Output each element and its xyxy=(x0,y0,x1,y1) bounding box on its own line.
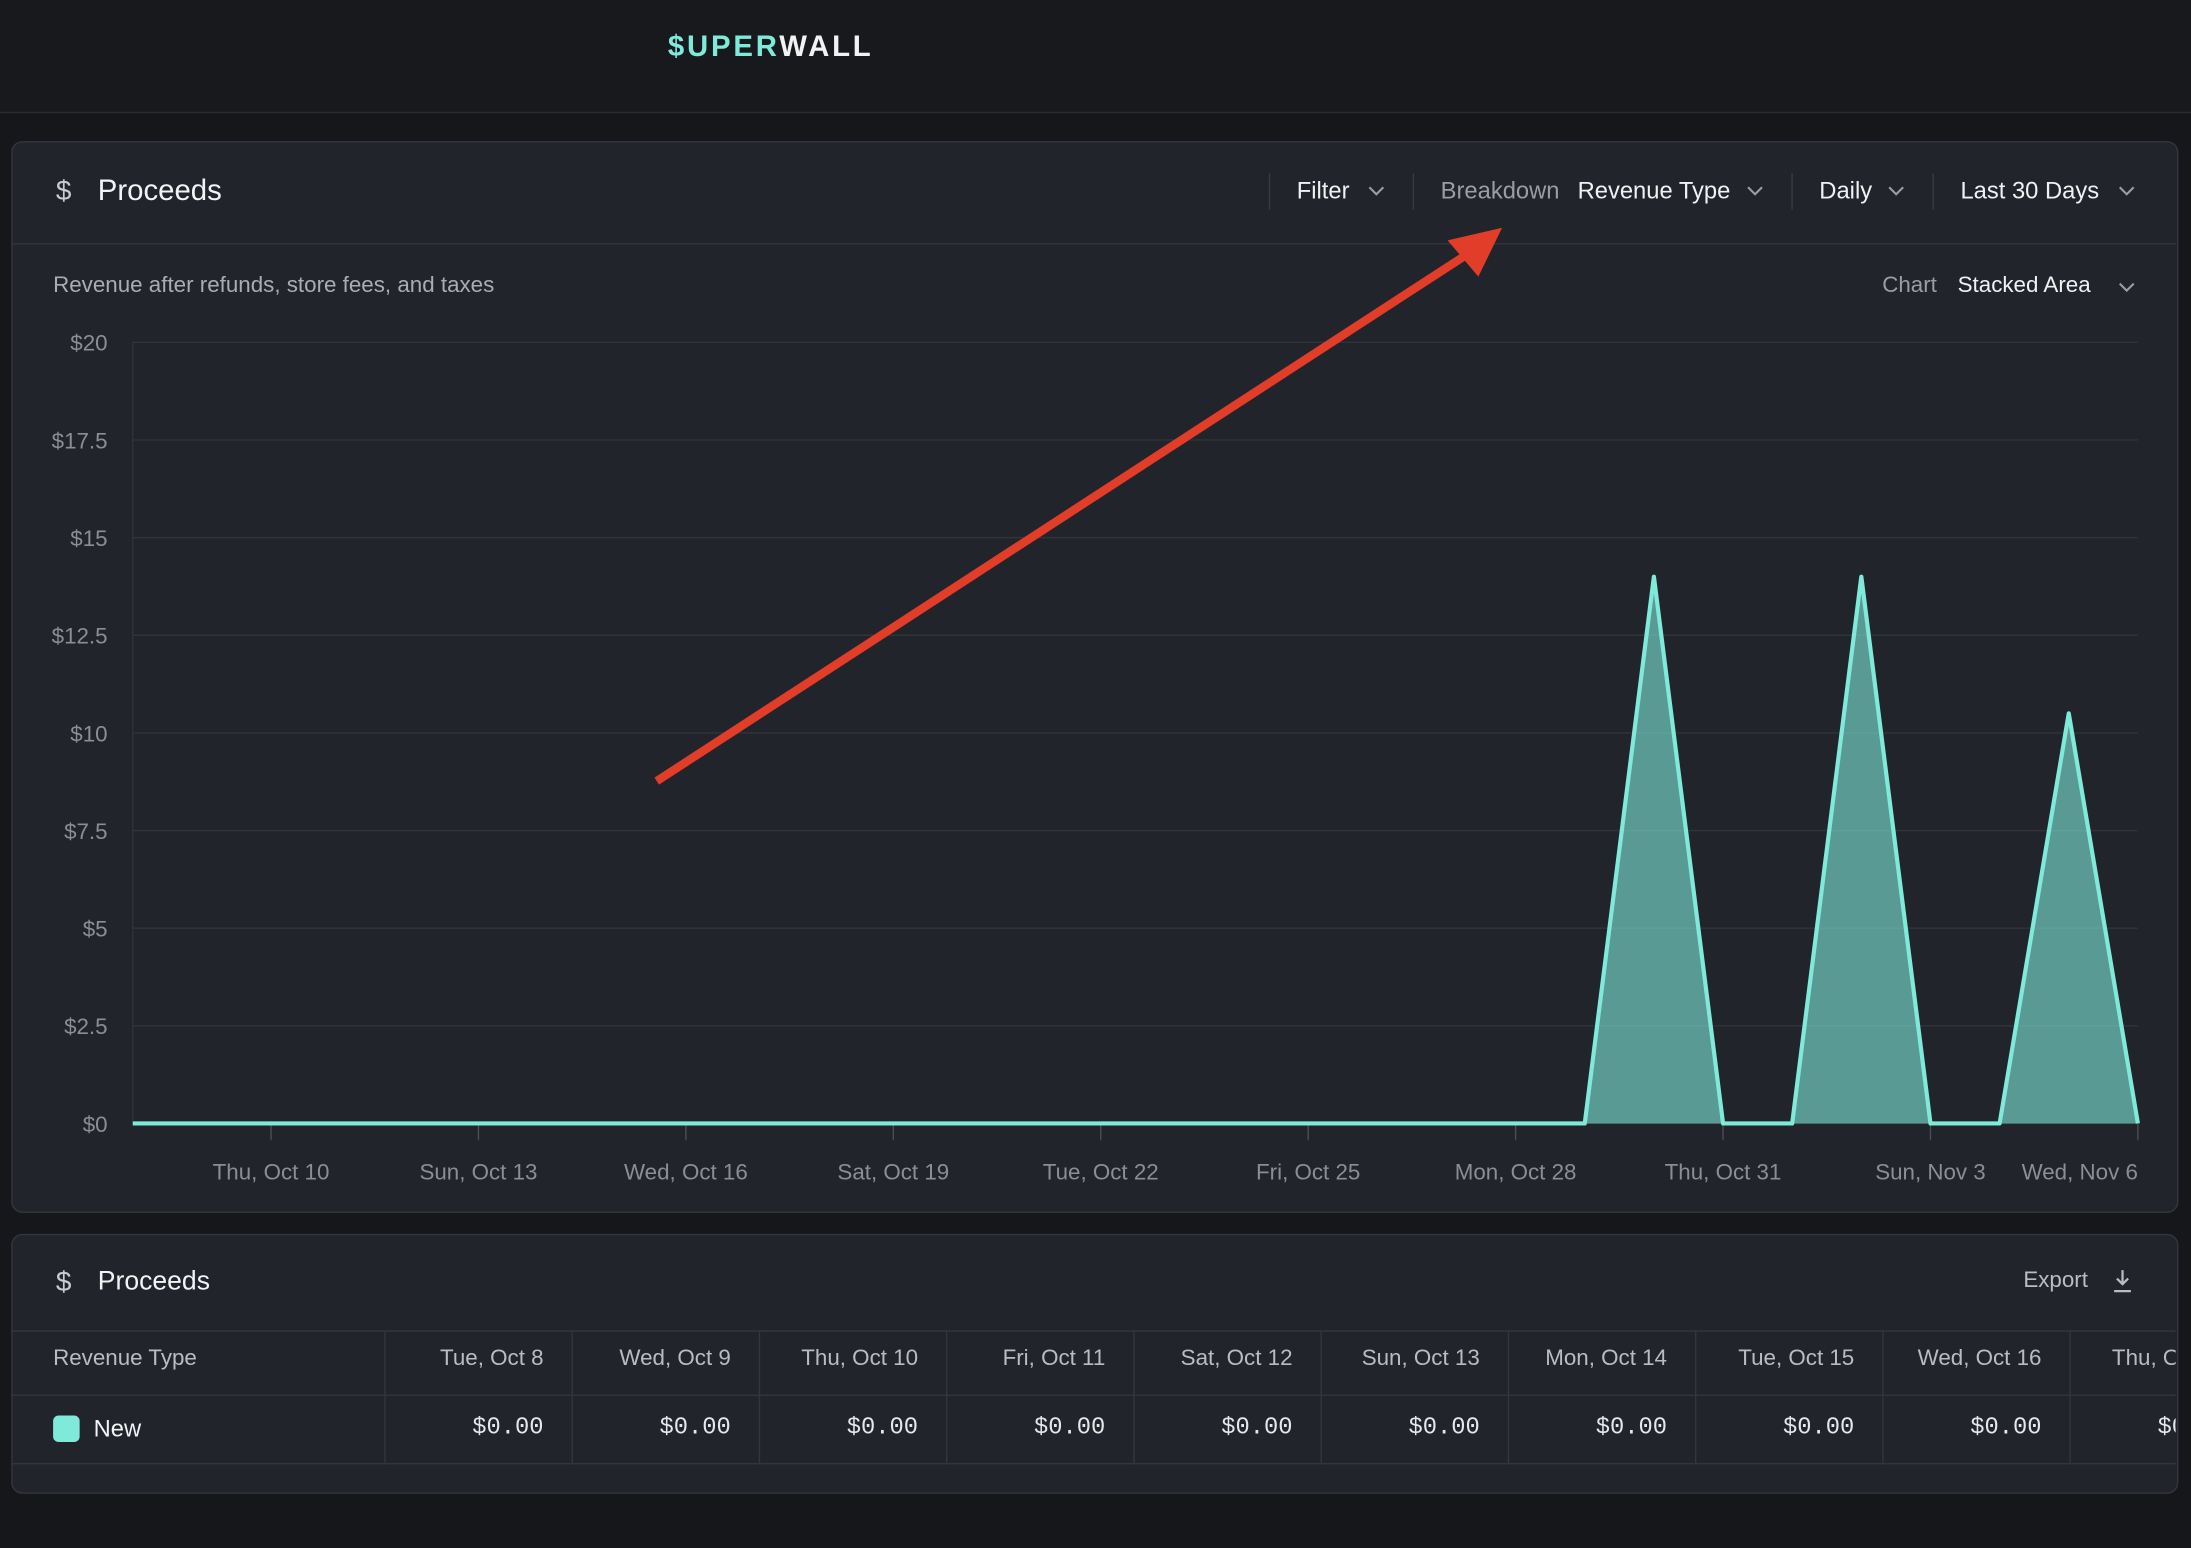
column-border xyxy=(1133,1330,1135,1465)
separator xyxy=(1932,173,1934,210)
column-header: Tue, Oct 15 xyxy=(1738,1347,1855,1371)
row-line xyxy=(12,1462,2176,1465)
column-header: Sun, Oct 13 xyxy=(1361,1347,1480,1371)
column-border xyxy=(945,1330,948,1465)
separator xyxy=(1268,173,1271,210)
breakdown-dropdown[interactable]: Revenue Type xyxy=(1577,177,1731,205)
column-border xyxy=(384,1330,386,1465)
x-tick-label: Thu, Oct 10 xyxy=(213,1159,330,1184)
table-header: Revenue Type xyxy=(53,1347,197,1371)
logo-rest: WALL xyxy=(779,30,874,63)
x-tick-label: Sun, Oct 13 xyxy=(419,1159,537,1184)
top-bar xyxy=(0,0,2191,114)
filter-button[interactable]: Filter xyxy=(1296,177,1350,205)
x-tick-label: Wed, Nov 6 xyxy=(2022,1159,2138,1184)
chevron xyxy=(1888,186,1904,196)
column-border xyxy=(1694,1330,1697,1465)
panel-icon: $ xyxy=(55,176,72,207)
breakdown-label: Breakdown xyxy=(1440,177,1560,205)
table-icon: $ xyxy=(55,1267,72,1299)
y-tick-label: $15 xyxy=(70,526,107,551)
y-tick-label: $0 xyxy=(83,1112,108,1137)
row-line xyxy=(12,1394,2176,1396)
column-header: Fri, Oct 11 xyxy=(1002,1347,1106,1371)
column-border xyxy=(1882,1330,1884,1465)
export-button[interactable]: Export xyxy=(2023,1268,2088,1293)
column-header: Sat, Oct 12 xyxy=(1180,1347,1293,1371)
y-tick-label: $10 xyxy=(70,721,107,746)
y-tick-label: $20 xyxy=(70,331,107,356)
table-panel xyxy=(11,1233,2179,1494)
column-header: Thu, Oct 17 xyxy=(2111,1347,2176,1371)
column-header: Mon, Oct 14 xyxy=(1545,1347,1668,1371)
table: Revenue Type New Tue, Oct 8 $0.00 Wed, Oct… xyxy=(12,0,2176,1548)
y-tick-label: $2.5 xyxy=(64,1014,108,1039)
cell: $0.00 xyxy=(1782,1415,1855,1443)
cell: $0.00 xyxy=(846,1415,919,1443)
column-header: Wed, Oct 16 xyxy=(1917,1347,2042,1371)
line xyxy=(132,574,2140,1126)
area xyxy=(132,576,2138,1124)
x-tick-label: Fri, Oct 25 xyxy=(1256,1159,1360,1184)
column-border xyxy=(571,1330,573,1465)
column-border xyxy=(2069,1330,2071,1465)
chevron xyxy=(2118,186,2135,196)
chevron xyxy=(2118,282,2135,293)
y-tick-label: $5 xyxy=(83,917,108,942)
cell: $0.00 xyxy=(1408,1415,1480,1443)
export-icon[interactable] xyxy=(2111,1269,2133,1294)
range-dropdown[interactable]: Last 30 Days xyxy=(1960,177,2100,205)
divider xyxy=(12,243,2176,245)
cell: $0.00 xyxy=(1033,1415,1106,1443)
panel-title: Proceeds xyxy=(97,174,222,207)
column-header: Thu, Oct 10 xyxy=(801,1347,919,1371)
separator xyxy=(1412,173,1415,210)
x-tick-label: Mon, Oct 28 xyxy=(1455,1159,1577,1184)
chevron xyxy=(1368,186,1385,196)
x-tick-label: Tue, Oct 22 xyxy=(1043,1159,1159,1184)
x-tick-label: Sun, Nov 3 xyxy=(1875,1159,1986,1184)
row-line xyxy=(12,1330,2176,1332)
logo-accent: $UPER xyxy=(667,30,780,63)
chart-type-dropdown[interactable]: Stacked Area xyxy=(1957,273,2091,298)
y-tick-label: $7.5 xyxy=(64,819,108,844)
subtitle: Revenue after refunds, store fees, and t… xyxy=(53,273,495,298)
legend-swatch xyxy=(53,1415,80,1443)
column-border xyxy=(1320,1330,1322,1465)
x-tick-label: Wed, Oct 16 xyxy=(624,1159,748,1184)
annotation-arrowhead xyxy=(1447,227,1503,277)
separator xyxy=(1791,173,1793,210)
chart-type-label: Chart xyxy=(1882,273,1937,298)
x-tick-label: Thu, Oct 31 xyxy=(1665,1159,1782,1184)
cell: $0.00 xyxy=(659,1415,731,1443)
cell: $0.00 xyxy=(1595,1415,1668,1443)
interval-dropdown[interactable]: Daily xyxy=(1819,177,1873,205)
chevron xyxy=(1747,186,1763,196)
column-border xyxy=(758,1330,761,1465)
x-tick-label: Sat, Oct 19 xyxy=(837,1159,949,1184)
logo[interactable]: $UPERWALL xyxy=(668,31,874,65)
annotation-arrow xyxy=(654,250,1470,785)
table-title: Proceeds xyxy=(97,1267,210,1297)
cell: $0.00 xyxy=(472,1415,544,1443)
column-header: Wed, Oct 9 xyxy=(619,1347,731,1371)
cell: $0.00 xyxy=(2157,1415,2175,1443)
column-header: Tue, Oct 8 xyxy=(440,1347,544,1371)
y-tick-label: $17.5 xyxy=(52,428,108,453)
cell: $0.00 xyxy=(1970,1415,2042,1443)
row-label: New xyxy=(93,1415,142,1443)
column-border xyxy=(1507,1330,1510,1465)
y-tick-label: $12.5 xyxy=(52,624,108,649)
cell: $0.00 xyxy=(1221,1415,1293,1443)
